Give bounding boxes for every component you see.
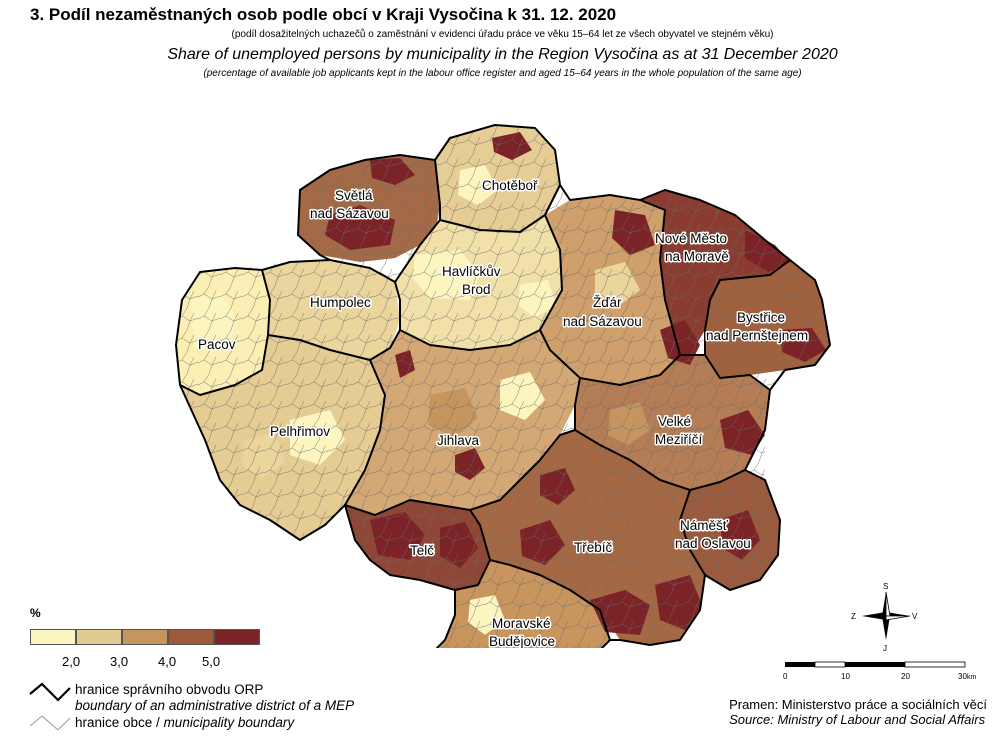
legend-swatch-5 bbox=[214, 629, 260, 645]
label-namest-1: Náměšť bbox=[680, 518, 729, 533]
label-svetla-2: nad Sázavou bbox=[310, 206, 389, 221]
label-svetla-1: Světlá bbox=[335, 188, 373, 203]
legend-muni-en: municipality boundary bbox=[163, 715, 295, 730]
label-bystrice-2: nad Pernštejnem bbox=[706, 328, 808, 343]
orp-boundaries bbox=[175, 124, 831, 648]
source-en: Source: Ministry of Labour and Social Af… bbox=[729, 712, 986, 727]
label-zdar-2: nad Sázavou bbox=[563, 314, 642, 329]
legend-line-icons bbox=[29, 682, 71, 730]
compass-east: V bbox=[912, 612, 918, 621]
legend-tick: 4,0 bbox=[158, 654, 177, 669]
label-velke-1: Velké bbox=[658, 414, 691, 429]
source-cz: Pramen: Ministerstvo práce a sociálních … bbox=[729, 697, 987, 712]
legend-swatch-3 bbox=[122, 629, 168, 645]
scale-tick-0: 0 bbox=[783, 672, 788, 681]
scale-bar: 0 10 20 30 km bbox=[783, 661, 977, 681]
scale-tick-10: 10 bbox=[841, 672, 850, 681]
label-velke-2: Meziříčí bbox=[655, 432, 702, 447]
label-chotebor: Chotěboř bbox=[482, 178, 538, 193]
label-havlickuv-1: Havlíčkův bbox=[442, 264, 501, 279]
label-nove-mesto-2: na Moravě bbox=[665, 249, 729, 264]
legend-unit: % bbox=[30, 606, 41, 620]
legend-tick: 3,0 bbox=[110, 654, 129, 669]
district-labels: Chotěboř Světlá nad Sázavou Nové Město n… bbox=[197, 177, 810, 649]
label-havlickuv-2: Brod bbox=[462, 282, 491, 297]
compass-west: Z bbox=[851, 612, 856, 621]
label-moravske-2: Budějovice bbox=[489, 634, 555, 648]
scale-tick-30: 30 bbox=[958, 672, 967, 681]
subtitle-cz: (podíl dosažitelných uchazečů o zaměstná… bbox=[231, 29, 774, 40]
scale-unit: km bbox=[967, 674, 977, 681]
legend-swatch-2 bbox=[76, 629, 122, 645]
legend-muni-cz: hranice obce / bbox=[75, 715, 164, 730]
orp-boundary-line-icon bbox=[29, 682, 71, 702]
compass-south: J bbox=[883, 644, 887, 652]
label-humpolec: Humpolec bbox=[310, 295, 371, 310]
legend-muni: hranice obce / municipality boundary bbox=[75, 715, 294, 730]
legend-swatch-4 bbox=[168, 629, 214, 645]
compass-rose-icon: S J Z V bbox=[851, 582, 918, 652]
label-telc: Telč bbox=[410, 543, 434, 558]
legend-orp-cz: hranice správního obvodu ORP bbox=[75, 682, 264, 697]
label-nove-mesto-1: Nové Město bbox=[655, 231, 727, 246]
label-namest-2: nad Oslavou bbox=[675, 536, 751, 551]
legend-tick: 5,0 bbox=[202, 654, 221, 669]
label-trebic: Třebíč bbox=[574, 540, 613, 555]
region-outline bbox=[175, 124, 831, 648]
compass-north: S bbox=[883, 582, 888, 591]
label-pelhrimov: Pelhřimov bbox=[270, 424, 330, 439]
label-bystrice-1: Bystřice bbox=[737, 310, 785, 325]
title-cz: 3. Podíl nezaměstnaných osob podle obcí … bbox=[30, 5, 617, 24]
scale-tick-20: 20 bbox=[901, 672, 910, 681]
legend-orp-en: boundary of an administrative district o… bbox=[75, 698, 355, 713]
municipality-boundary-line-icon bbox=[29, 715, 71, 730]
label-zdar-1: Žďár bbox=[593, 295, 622, 310]
title-en: Share of unemployed persons by municipal… bbox=[167, 46, 838, 63]
label-moravske-1: Moravské bbox=[492, 616, 551, 631]
municipality-boundaries bbox=[176, 125, 830, 648]
label-jihlava: Jihlava bbox=[437, 433, 480, 448]
label-pacov: Pacov bbox=[198, 337, 236, 352]
source-note: Pramen: Ministerstvo práce a sociálních … bbox=[729, 697, 987, 727]
choropleth-map: Chotěboř Světlá nad Sázavou Nové Město n… bbox=[175, 124, 831, 649]
legend-swatch-1 bbox=[30, 629, 76, 645]
legend-tick: 2,0 bbox=[62, 654, 81, 669]
subtitle-en: (percentage of available job applicants … bbox=[203, 68, 802, 79]
